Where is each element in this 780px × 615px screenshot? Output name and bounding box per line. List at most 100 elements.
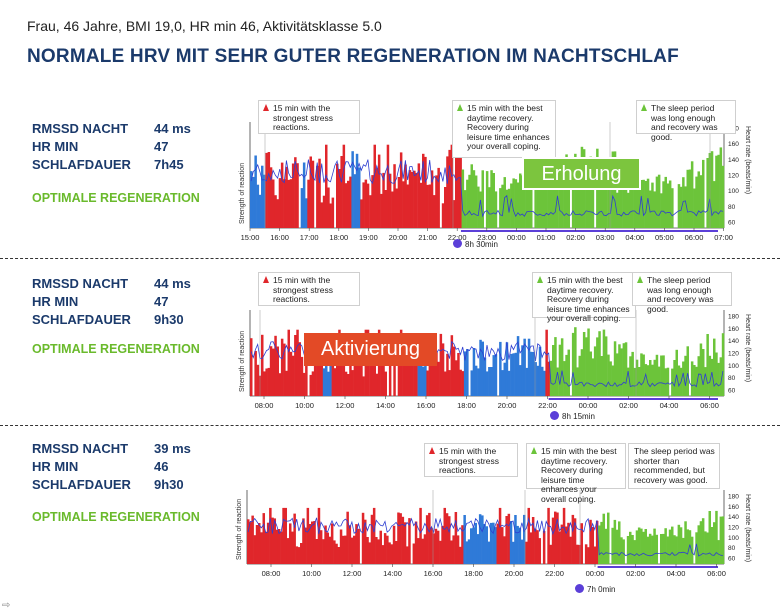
bar xyxy=(653,191,656,228)
y-axis-label-right: Heart rate (beats/min) xyxy=(744,126,751,194)
bar xyxy=(362,376,365,396)
bar xyxy=(262,513,266,564)
bar xyxy=(620,537,623,564)
bar xyxy=(372,507,376,564)
bar xyxy=(349,176,352,228)
bar xyxy=(318,344,321,396)
bar xyxy=(463,190,467,228)
bar xyxy=(576,184,579,228)
bar xyxy=(326,532,330,564)
bar xyxy=(629,187,632,228)
hrv-chart-1: 15:00 16:00 17:00 18:00 19:00 20:00 21:00 22:00… xyxy=(238,100,758,250)
bar xyxy=(466,179,469,228)
bar xyxy=(706,532,709,564)
bar xyxy=(450,335,454,396)
bar xyxy=(642,531,645,564)
hr-tick-label: 160 xyxy=(728,141,739,148)
bar xyxy=(530,172,533,228)
hr-tick-label: 80 xyxy=(728,375,736,382)
bar xyxy=(580,523,584,564)
bar xyxy=(474,175,478,228)
bar xyxy=(514,515,517,564)
bar xyxy=(543,182,546,228)
bar xyxy=(585,159,588,228)
bar xyxy=(455,360,458,396)
bar xyxy=(316,165,319,228)
bar xyxy=(311,160,315,228)
bar xyxy=(327,187,330,228)
bar xyxy=(507,370,511,396)
bar xyxy=(615,529,619,564)
bar xyxy=(377,154,381,228)
bar xyxy=(317,507,321,564)
bar xyxy=(424,156,427,228)
bar xyxy=(414,521,418,564)
bar xyxy=(565,154,568,228)
bar xyxy=(600,356,603,396)
hr-tick-label: 100 xyxy=(728,363,739,370)
hrv-chart-3: 08:00 10:00 12:00 14:00 16:00 18:00 20:00 22:00… xyxy=(225,440,760,598)
x-tick-label: 22:00 xyxy=(538,401,557,410)
x-tick-label: 06:00 xyxy=(700,401,719,410)
bar xyxy=(485,171,489,228)
bar xyxy=(640,353,643,396)
bar xyxy=(305,198,308,228)
bar xyxy=(543,370,546,396)
bar xyxy=(600,158,603,228)
bar xyxy=(616,192,619,228)
bar xyxy=(289,179,293,228)
bar xyxy=(380,349,383,396)
bar xyxy=(637,527,641,564)
bar xyxy=(422,366,425,396)
hr-tick-label: 80 xyxy=(728,204,736,211)
bar xyxy=(483,357,487,396)
hr-tick-label: 60 xyxy=(728,388,736,395)
bar xyxy=(338,169,341,228)
bar xyxy=(584,544,588,564)
bar xyxy=(501,184,504,228)
bar xyxy=(423,534,427,564)
bar xyxy=(519,173,522,228)
bar xyxy=(624,342,628,396)
x-tick-label: 03:00 xyxy=(596,233,615,242)
bar xyxy=(536,186,540,228)
bar xyxy=(445,513,449,564)
bar xyxy=(322,195,326,228)
recovery-marker-icon xyxy=(641,104,647,111)
bar xyxy=(684,355,687,396)
bar xyxy=(263,371,266,396)
bar xyxy=(330,523,334,564)
x-tick-label: 04:00 xyxy=(667,569,686,578)
bar xyxy=(627,367,630,396)
bar xyxy=(384,371,387,396)
bar xyxy=(425,515,429,564)
bar xyxy=(668,180,672,228)
bar xyxy=(556,162,559,228)
bar xyxy=(272,348,275,396)
bar xyxy=(437,361,440,396)
bar xyxy=(622,184,626,228)
bar xyxy=(457,353,460,396)
bar xyxy=(333,368,337,396)
bar xyxy=(565,526,568,564)
bar xyxy=(278,178,282,228)
bar xyxy=(580,349,584,396)
bar xyxy=(382,360,385,396)
bar xyxy=(574,327,577,396)
bar xyxy=(690,536,694,564)
x-tick-label: 16:00 xyxy=(417,401,436,410)
hr-tick-label: 140 xyxy=(728,338,739,345)
bar xyxy=(598,178,601,228)
bar xyxy=(527,338,531,396)
bar xyxy=(369,355,372,396)
bar xyxy=(492,355,495,396)
bar xyxy=(646,536,650,564)
bar xyxy=(715,155,718,228)
bar xyxy=(428,512,431,564)
bar xyxy=(657,366,661,396)
bar xyxy=(461,169,465,228)
bar xyxy=(660,534,663,564)
bar xyxy=(662,181,665,228)
bar xyxy=(717,154,720,228)
bar xyxy=(704,367,707,396)
